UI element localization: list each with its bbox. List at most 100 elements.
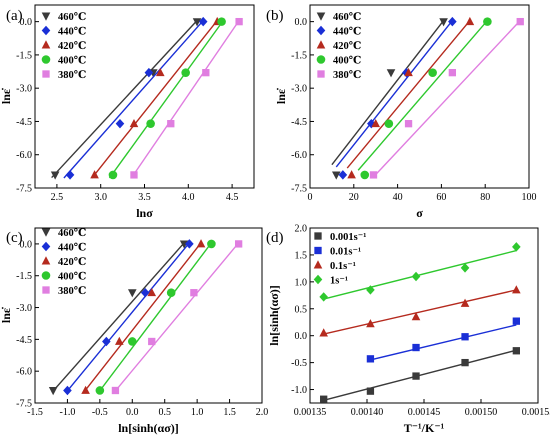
x-tick-label: 0.00135 [294,407,327,418]
legend-label: 380℃ [333,70,362,81]
data-point [366,355,375,363]
legend-label: 420℃ [58,257,87,268]
data-point [360,170,370,180]
data-point [95,386,105,395]
legend-marker [41,256,51,265]
series [369,17,524,179]
x-tick-label: 0.5 [158,407,171,418]
x-tick-label: 80 [480,192,490,203]
legend-label: 400℃ [58,56,87,67]
data-point [369,171,378,179]
data-point [235,17,243,26]
data-point [234,240,243,248]
series [319,285,521,337]
chart-panel: 0 20 40 60 80 100 0.0 -1.5 -3.0 -4.5 -6.0 -7.5 σ lnε̇… [266,4,537,220]
x-tick-label: 0.00145 [408,407,441,418]
data-point [196,239,206,248]
series [90,16,222,179]
data-point [366,387,375,395]
x-tick-label: 1.5 [223,407,236,418]
x-tick-label: 2.0 [256,407,269,418]
legend-label: 460℃ [58,228,87,239]
data-point [448,16,457,27]
data-point [461,333,469,341]
fit-line [98,242,212,393]
y-tick-label: 2.0 [295,224,308,235]
chart-panel: 2.5 3.0 3.5 4.0 4.5 0.0 -1.5 -3.0 -4.5 -6.0 -7.5 ln… [0,4,255,220]
legend-label: 0.1s⁻¹ [330,261,356,272]
fit-line [357,20,488,171]
x-tick-label: 0.0 [126,407,139,418]
legend-marker [316,25,326,36]
data-point [127,289,137,298]
y-tick-label: -1.5 [291,50,307,61]
x-tick-label: 1.0 [191,407,204,418]
panel-label: (a) [6,8,23,24]
data-point [127,337,137,346]
legend-marker [41,40,51,49]
legend-label: 420℃ [333,41,362,52]
y-tick-label: -3.0 [291,84,307,95]
y-tick-label: 0.5 [295,304,308,315]
legend-label: 0.01s⁻¹ [330,247,361,258]
y-tick-label: -6.0 [16,150,32,161]
y-tick-label: -6.0 [291,150,307,161]
data-point [412,372,420,380]
panel-label: (d) [266,230,284,246]
x-tick-label: 0.00150 [465,407,498,418]
data-point [102,336,111,347]
y-tick-label: -4.5 [291,117,307,128]
legend-marker [316,40,326,49]
panel-label: (b) [266,8,284,24]
legend-label: 380℃ [58,286,87,297]
panel-label: (c) [6,230,23,246]
series [108,17,226,180]
series [331,18,448,180]
y-tick-label: 0.0 [20,239,33,250]
data-point [129,118,139,128]
series [63,16,208,180]
data-point [331,171,341,180]
data-point [207,239,216,249]
y-axis-title: ln[sinh(ασ)] [267,285,281,346]
data-point [192,18,202,27]
x-tick-label: 40 [393,192,403,203]
data-point [320,395,328,403]
x-tick-label: -1.0 [60,407,76,418]
fit-line [130,20,240,179]
fit-line [323,289,517,335]
series [320,347,520,403]
legend-marker [41,25,51,36]
plot-frame [34,227,263,404]
data-point [319,328,328,337]
legend-marker [316,12,326,21]
fit-line [323,249,517,300]
x-tick-label: 0.00140 [351,407,384,418]
fit-line [346,20,471,169]
x-axis-title: ln[sinh(ασ)] [118,421,179,435]
legend-label: 400℃ [58,272,87,283]
legend-marker [41,271,51,280]
data-point [179,240,189,249]
y-tick-label: -4.5 [16,335,32,346]
y-tick-label: -1.5 [16,50,32,61]
legend-marker [316,55,326,64]
data-point [50,171,60,180]
y-tick-label: -1.5 [16,271,32,282]
series [319,242,521,302]
legend-marker [41,12,51,21]
x-tick-label: 4.0 [182,192,195,203]
series [357,17,492,180]
x-tick-label: 0 [308,192,313,203]
y-axis-title: lnε̇ [0,307,13,323]
fit-line [51,20,198,179]
y-tick-label: -7.5 [16,184,32,195]
data-point [181,68,190,77]
data-point [347,170,356,179]
fit-line [113,242,240,393]
data-point [386,69,396,78]
data-point [202,68,210,77]
data-point [81,385,90,394]
legend-label: 0.001s⁻¹ [330,232,366,243]
fit-line [51,242,185,393]
